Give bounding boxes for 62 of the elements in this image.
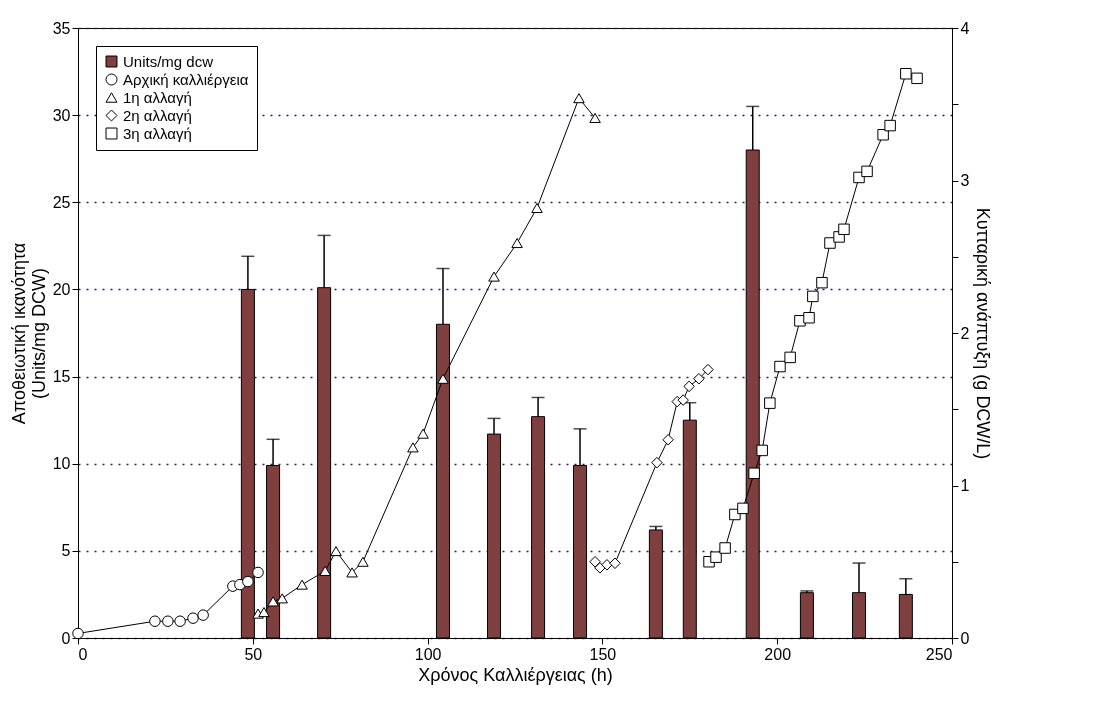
point [296, 579, 308, 590]
point [756, 444, 768, 457]
point [531, 202, 543, 213]
y-tick-label: 15 [52, 368, 71, 386]
y-tick-label: 0 [61, 629, 71, 647]
x-axis-title: Χρόνος Καλλιέργειας (h) [418, 664, 613, 685]
point [737, 502, 749, 515]
x-tick-label: 250 [925, 645, 953, 663]
point [319, 565, 331, 576]
legend-label: Αρχική καλλιέργεια [123, 70, 249, 88]
y-tick-label: 30 [52, 106, 71, 124]
y2-tick-label: 4 [960, 19, 970, 37]
point [784, 351, 796, 364]
point [824, 237, 836, 249]
point [357, 556, 369, 567]
point [437, 373, 449, 384]
x-tick-label: 50 [244, 645, 263, 663]
legend-label: Units/mg dcw [123, 52, 214, 70]
point [589, 112, 601, 124]
point [719, 542, 731, 554]
y-tick-label: 10 [52, 455, 71, 473]
legend-label: 2η αλλαγή [123, 106, 192, 124]
point [346, 567, 358, 578]
y-tick-label: 5 [61, 542, 71, 560]
y2-tick-label: 2 [960, 324, 970, 342]
point [884, 119, 896, 132]
point [877, 129, 889, 141]
point [807, 290, 819, 303]
y2-tick-label: 1 [960, 477, 970, 494]
point [764, 397, 776, 409]
y-axis-title: Αποθειωτική ικανότητα (Units/mg DCW) [8, 242, 49, 425]
point [330, 546, 342, 557]
x-tick-label: 100 [414, 645, 442, 663]
point [276, 593, 288, 604]
y-tick-label: 20 [52, 280, 71, 298]
point [774, 360, 786, 373]
x-tick-label: 0 [78, 645, 88, 663]
point [803, 312, 815, 324]
x-tick-label: 150 [589, 645, 617, 663]
y-tick-label: 25 [52, 193, 71, 211]
x-tick-label: 200 [764, 645, 792, 663]
point [267, 596, 279, 607]
point [573, 93, 585, 104]
point [861, 165, 873, 178]
point [242, 575, 254, 588]
y2-tick-label: 0 [960, 629, 970, 647]
point [417, 428, 429, 439]
point [710, 551, 722, 563]
y2-axis-title: Κυτταρική ανάπτυξη (g DCW/L) [973, 207, 994, 460]
point [748, 467, 760, 480]
point [488, 271, 500, 282]
legend-label: 1η αλλαγή [123, 88, 192, 106]
point [900, 68, 912, 80]
point [258, 607, 270, 618]
y2-tick-label: 3 [960, 172, 970, 189]
point [407, 442, 419, 453]
point [838, 223, 850, 236]
y-tick-label: 35 [52, 19, 71, 37]
point [511, 237, 523, 249]
point [816, 276, 828, 289]
point [911, 72, 923, 85]
legend-label: 3η αλλαγή [123, 124, 192, 142]
